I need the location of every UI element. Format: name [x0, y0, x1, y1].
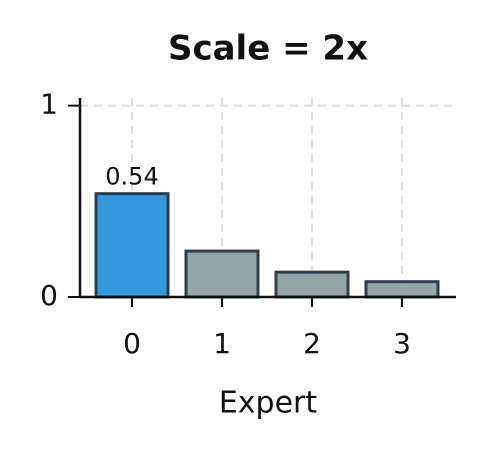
y-tick-label: 1	[40, 88, 58, 121]
y-tick-label: 0	[40, 279, 58, 312]
x-tick-label: 1	[213, 327, 231, 360]
x-tick-label: 3	[393, 327, 411, 360]
chart-title: Scale = 2x	[168, 29, 368, 69]
data-label: 0.54	[105, 163, 158, 191]
x-tick-label: 2	[303, 327, 321, 360]
x-axis-label: Expert	[219, 386, 318, 421]
bar	[274, 270, 350, 299]
bar	[364, 280, 440, 299]
bar	[94, 192, 170, 299]
x-tick-label: 0	[123, 327, 141, 360]
bar	[184, 249, 260, 299]
